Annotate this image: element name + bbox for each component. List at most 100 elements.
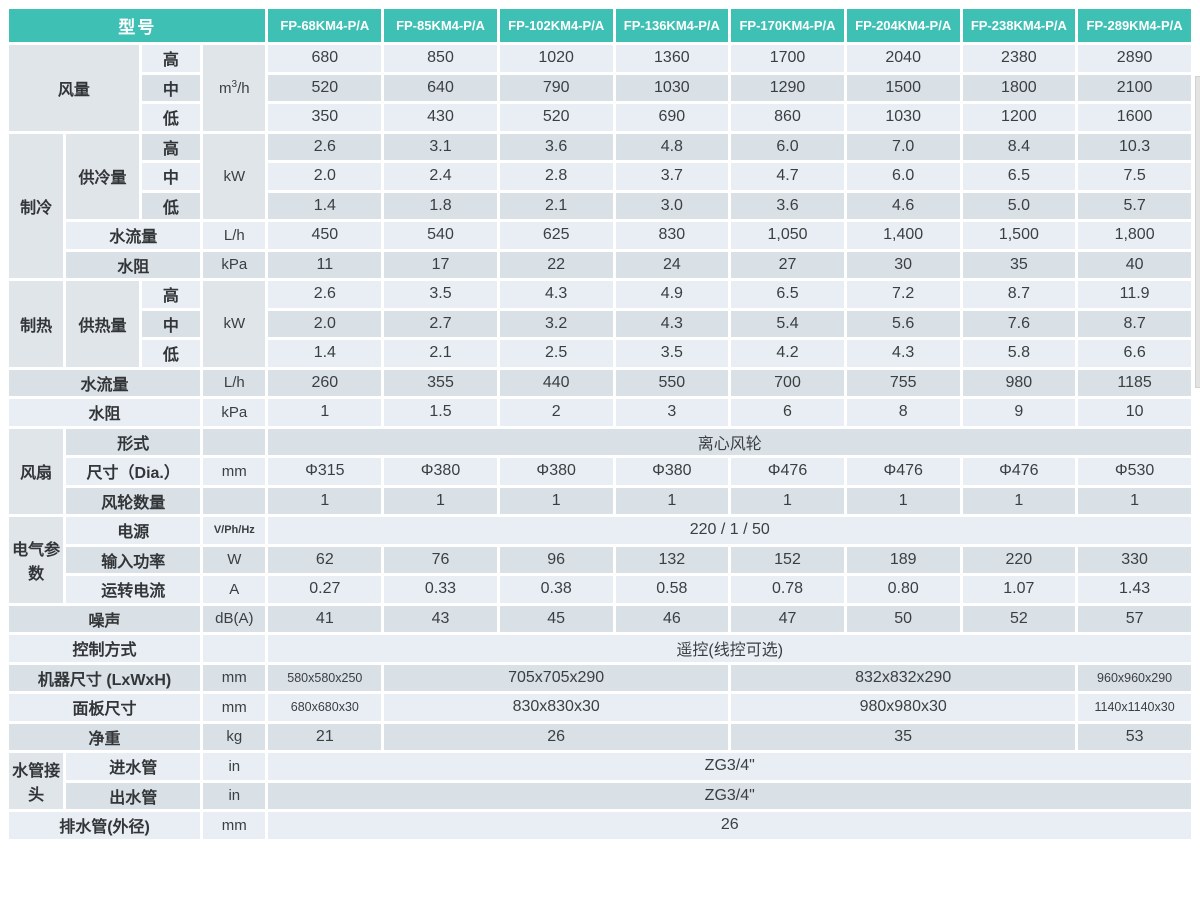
unit-cell: mm <box>203 458 266 485</box>
value-cell: 705x705x290 <box>384 664 729 691</box>
value-cell: 1.4 <box>268 340 382 367</box>
table-row: 水管接头 进水管 in ZG3/4" <box>9 753 1191 809</box>
model-header-cell: FP-102KM4-P/A <box>499 9 613 42</box>
value-cell: 6.5 <box>962 163 1076 190</box>
scrollbar-track[interactable] <box>1195 0 1200 920</box>
value-cell: 离心风轮 <box>268 428 1191 455</box>
value-cell: 3.2 <box>499 310 613 337</box>
table-row: 运转电流 A 0.27 0.33 0.38 0.58 0.78 0.80 1.07 1.43 <box>9 576 1191 603</box>
value-cell: 1,800 <box>1078 222 1191 249</box>
unit-cell: kg <box>203 723 266 750</box>
table-row: 中 2.0 2.4 2.8 3.7 4.7 6.0 6.5 7.5 <box>9 163 1191 190</box>
value-cell: 2.8 <box>499 163 613 190</box>
table-row: 低 1.4 2.1 2.5 3.5 4.2 4.3 5.8 6.6 <box>9 340 1191 367</box>
value-cell: 9 <box>962 399 1076 426</box>
value-cell: 680x680x30 <box>268 694 382 721</box>
value-cell: 0.27 <box>268 576 382 603</box>
table-row: 水阻 kPa 11 17 22 24 27 30 35 40 <box>9 251 1191 278</box>
unit-cell: kPa <box>203 251 266 278</box>
value-cell: 640 <box>384 74 497 101</box>
value-cell: ZG3/4" <box>268 753 1191 780</box>
value-cell: 7.5 <box>1078 163 1191 190</box>
value-cell: ZG3/4" <box>268 782 1191 809</box>
model-header-cell: FP-170KM4-P/A <box>731 9 844 42</box>
value-cell: 0.58 <box>615 576 729 603</box>
value-cell: Φ315 <box>268 458 382 485</box>
value-cell: 1,400 <box>846 222 960 249</box>
value-cell: 1,500 <box>962 222 1076 249</box>
table-row: 噪声 dB(A) 41 43 45 46 47 50 52 57 <box>9 605 1191 632</box>
value-cell: 1,050 <box>731 222 844 249</box>
label-cell: 机器尺寸 (LxWxH) <box>9 664 201 691</box>
value-cell: 0.38 <box>499 576 613 603</box>
value-cell: 1360 <box>615 45 729 72</box>
unit-cell: L/h <box>203 222 266 249</box>
unit-cell: W <box>203 546 266 573</box>
value-cell: 6.5 <box>731 281 844 308</box>
value-cell: 46 <box>615 605 729 632</box>
value-cell: 2040 <box>846 45 960 72</box>
value-cell: 遥控(线控可选) <box>268 635 1191 662</box>
value-cell: 5.0 <box>962 192 1076 219</box>
value-cell: 3.7 <box>615 163 729 190</box>
model-header-cell: FP-238KM4-P/A <box>962 9 1076 42</box>
value-cell: 1185 <box>1078 369 1191 396</box>
model-header-row: 型号 FP-68KM4-P/A FP-85KM4-P/A FP-102KM4-P/A F… <box>9 9 1191 42</box>
value-cell: 6.0 <box>731 133 844 160</box>
value-cell: 1.4 <box>268 192 382 219</box>
value-cell: 45 <box>499 605 613 632</box>
table-row: 风扇 形式 离心风轮 <box>9 428 1191 514</box>
value-cell: 1700 <box>731 45 844 72</box>
value-cell: 260 <box>268 369 382 396</box>
value-cell: 47 <box>731 605 844 632</box>
table-row: 控制方式 遥控(线控可选) <box>9 635 1191 662</box>
value-cell: 5.4 <box>731 310 844 337</box>
value-cell: 2100 <box>1078 74 1191 101</box>
value-cell: 1500 <box>846 74 960 101</box>
value-cell: 2.7 <box>384 310 497 337</box>
value-cell: 2.0 <box>268 310 382 337</box>
group-cell: 水管接头 <box>9 753 64 809</box>
value-cell: 1290 <box>731 74 844 101</box>
label-cell: 尺寸（Dia.） <box>66 458 201 485</box>
value-cell: 35 <box>962 251 1076 278</box>
value-cell: 7.0 <box>846 133 960 160</box>
unit-cell <box>203 487 266 514</box>
value-cell: 2.1 <box>499 192 613 219</box>
value-cell: 220 <box>962 546 1076 573</box>
value-cell: 6 <box>731 399 844 426</box>
group-cell: 制冷 <box>9 133 64 278</box>
label-cell: 进水管 <box>66 753 201 780</box>
value-cell: 5.7 <box>1078 192 1191 219</box>
value-cell: 8 <box>846 399 960 426</box>
level-cell: 高 <box>141 45 201 72</box>
label-cell: 水阻 <box>9 399 201 426</box>
value-cell: 980 <box>962 369 1076 396</box>
value-cell: 1 <box>1078 487 1191 514</box>
value-cell: 430 <box>384 104 497 131</box>
value-cell: 2.5 <box>499 340 613 367</box>
value-cell: 520 <box>499 104 613 131</box>
scrollbar-thumb[interactable] <box>1195 76 1200 388</box>
value-cell: 0.78 <box>731 576 844 603</box>
value-cell: 3.1 <box>384 133 497 160</box>
value-cell: 1200 <box>962 104 1076 131</box>
spec-sheet: 型号 FP-68KM4-P/A FP-85KM4-P/A FP-102KM4-P/A F… <box>6 6 1194 842</box>
table-row: 电气参数 电源 V/Ph/Hz 220 / 1 / 50 <box>9 517 1191 603</box>
value-cell: 2.1 <box>384 340 497 367</box>
label-cell: 控制方式 <box>9 635 201 662</box>
model-header-cell: FP-136KM4-P/A <box>615 9 729 42</box>
unit-cell: L/h <box>203 369 266 396</box>
table-row: 风量高 m3/h 680 850 1020 1360 1700 2040 2380 2890 <box>9 45 1191 131</box>
value-cell: 960x960x290 <box>1078 664 1191 691</box>
value-cell: 50 <box>846 605 960 632</box>
model-header-cell: FP-68KM4-P/A <box>268 9 382 42</box>
value-cell: Φ476 <box>962 458 1076 485</box>
unit-cell: kPa <box>203 399 266 426</box>
value-cell: 26 <box>268 812 1191 839</box>
label-cell: 水流量 <box>66 222 201 249</box>
value-cell: 1.43 <box>1078 576 1191 603</box>
group-cell: 风扇 <box>9 428 64 514</box>
value-cell: 1.5 <box>384 399 497 426</box>
group-cell: 供热量 <box>66 281 139 367</box>
